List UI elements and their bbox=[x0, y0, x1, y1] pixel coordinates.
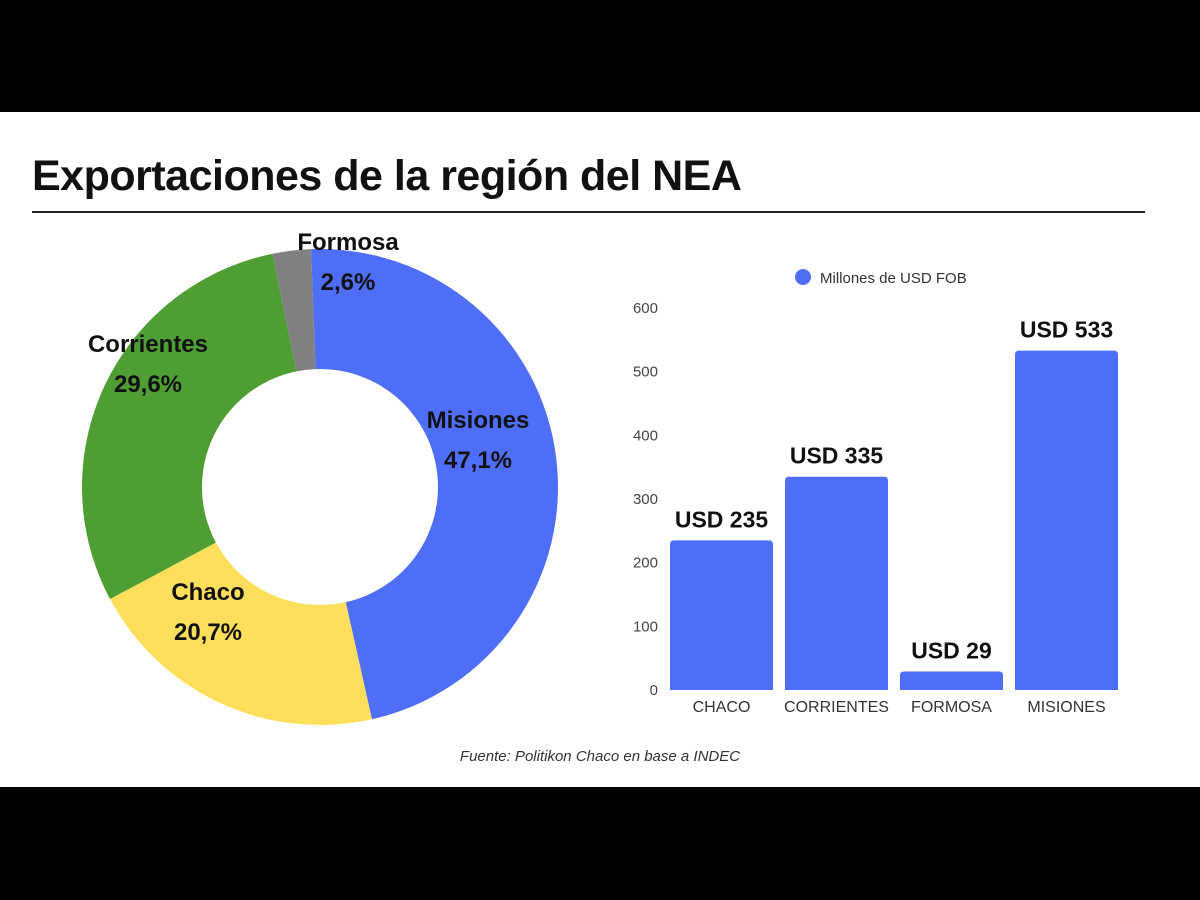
donut-slice-corrientes bbox=[81, 253, 297, 600]
bar-data-label: USD 235 bbox=[675, 506, 769, 532]
y-tick-label: 100 bbox=[633, 618, 658, 635]
source-note: Fuente: Politikon Chaco en base a INDEC bbox=[459, 748, 741, 765]
bar-chaco bbox=[670, 540, 773, 690]
y-tick-label: 200 bbox=[633, 555, 658, 572]
slice-label-formosa: Formosa bbox=[297, 229, 399, 256]
bar-data-label: USD 533 bbox=[1020, 317, 1113, 343]
y-tick-label: 400 bbox=[633, 427, 658, 444]
bar-misiones bbox=[1015, 350, 1118, 690]
bar-corrientes bbox=[785, 476, 888, 690]
x-category-label: CHACO bbox=[693, 699, 751, 716]
y-tick-label: 600 bbox=[633, 300, 658, 317]
legend-label: Millones de USD FOB bbox=[820, 270, 967, 287]
slice-percent-corrientes: 29,6% bbox=[114, 371, 182, 398]
x-category-label: MISIONES bbox=[1027, 699, 1105, 716]
chart-title: Exportaciones de la región del NEA bbox=[32, 152, 742, 200]
bar-data-label: USD 29 bbox=[911, 638, 992, 664]
x-category-label: CORRIENTES bbox=[784, 699, 889, 716]
donut-slice-chaco bbox=[110, 542, 372, 725]
slice-label-misiones: Misiones bbox=[427, 407, 530, 434]
slice-percent-formosa: 2,6% bbox=[321, 269, 376, 296]
y-tick-label: 0 bbox=[650, 682, 658, 699]
x-category-label: FORMOSA bbox=[911, 699, 992, 716]
bar-data-label: USD 335 bbox=[790, 443, 884, 469]
donut-slice-formosa bbox=[272, 249, 316, 372]
y-tick-label: 500 bbox=[633, 364, 658, 381]
bar-formosa bbox=[900, 671, 1003, 690]
slice-percent-misiones: 47,1% bbox=[444, 447, 512, 474]
title-divider bbox=[32, 211, 1145, 213]
slice-label-chaco: Chaco bbox=[171, 579, 244, 606]
y-tick-label: 300 bbox=[633, 491, 658, 508]
donut-slice-misiones bbox=[311, 248, 559, 720]
legend-swatch bbox=[795, 269, 811, 285]
slice-label-corrientes: Corrientes bbox=[88, 331, 208, 358]
slice-percent-chaco: 20,7% bbox=[174, 619, 242, 646]
